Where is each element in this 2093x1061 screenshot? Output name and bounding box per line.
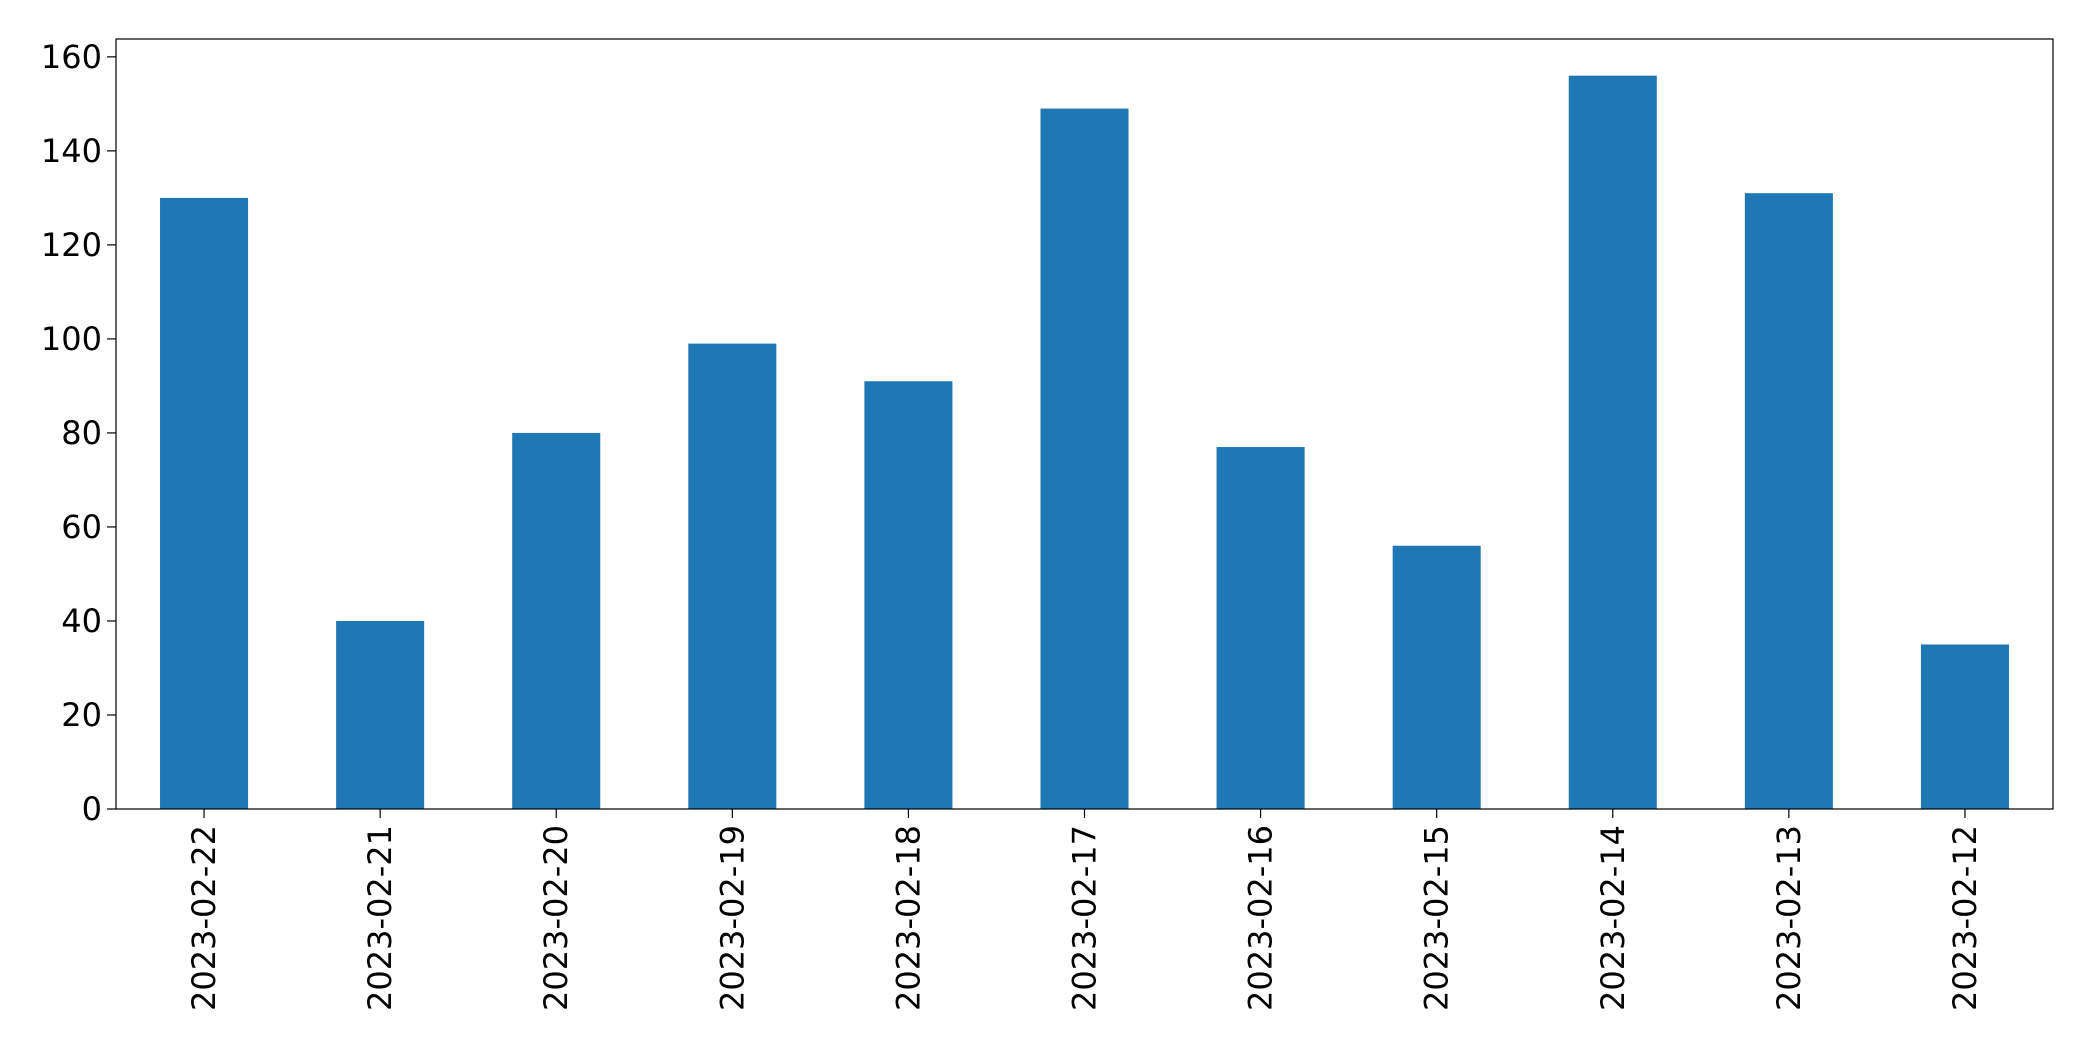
- y-tick-label: 0: [82, 790, 102, 828]
- y-tick-label: 120: [41, 226, 102, 264]
- bar: [160, 197, 249, 809]
- y-tick-label: 40: [61, 602, 102, 640]
- x-tick-label: 2023-02-22: [185, 825, 223, 1011]
- x-tick-label: 2023-02-12: [1946, 825, 1984, 1011]
- bar: [1920, 644, 2009, 809]
- x-tick-label: 2023-02-14: [1594, 825, 1632, 1011]
- y-tick-label: 140: [41, 132, 102, 170]
- x-tick-label: 2023-02-19: [713, 825, 751, 1011]
- bar: [864, 381, 953, 809]
- x-tick-label: 2023-02-13: [1770, 825, 1808, 1011]
- y-tick-label: 80: [61, 414, 102, 452]
- bar: [1744, 193, 1833, 809]
- bar: [336, 620, 425, 809]
- y-tick-label: 60: [61, 508, 102, 546]
- x-tick-label: 2023-02-16: [1242, 825, 1280, 1011]
- bar: [1040, 108, 1129, 810]
- plot-frame: [115, 38, 2054, 810]
- y-tick-label: 20: [61, 696, 102, 734]
- y-tick-label: 160: [41, 38, 102, 76]
- bar: [1392, 545, 1481, 809]
- x-tick-label: 2023-02-20: [537, 825, 575, 1011]
- y-tick-label: 100: [41, 320, 102, 358]
- bar: [688, 343, 777, 809]
- bar: [1568, 75, 1657, 809]
- x-tick-label: 2023-02-21: [361, 825, 399, 1011]
- bar: [512, 432, 601, 809]
- x-tick-label: 2023-02-15: [1418, 825, 1456, 1011]
- x-tick-label: 2023-02-18: [889, 825, 927, 1011]
- bar: [1216, 447, 1305, 809]
- x-tick-label: 2023-02-17: [1066, 825, 1104, 1011]
